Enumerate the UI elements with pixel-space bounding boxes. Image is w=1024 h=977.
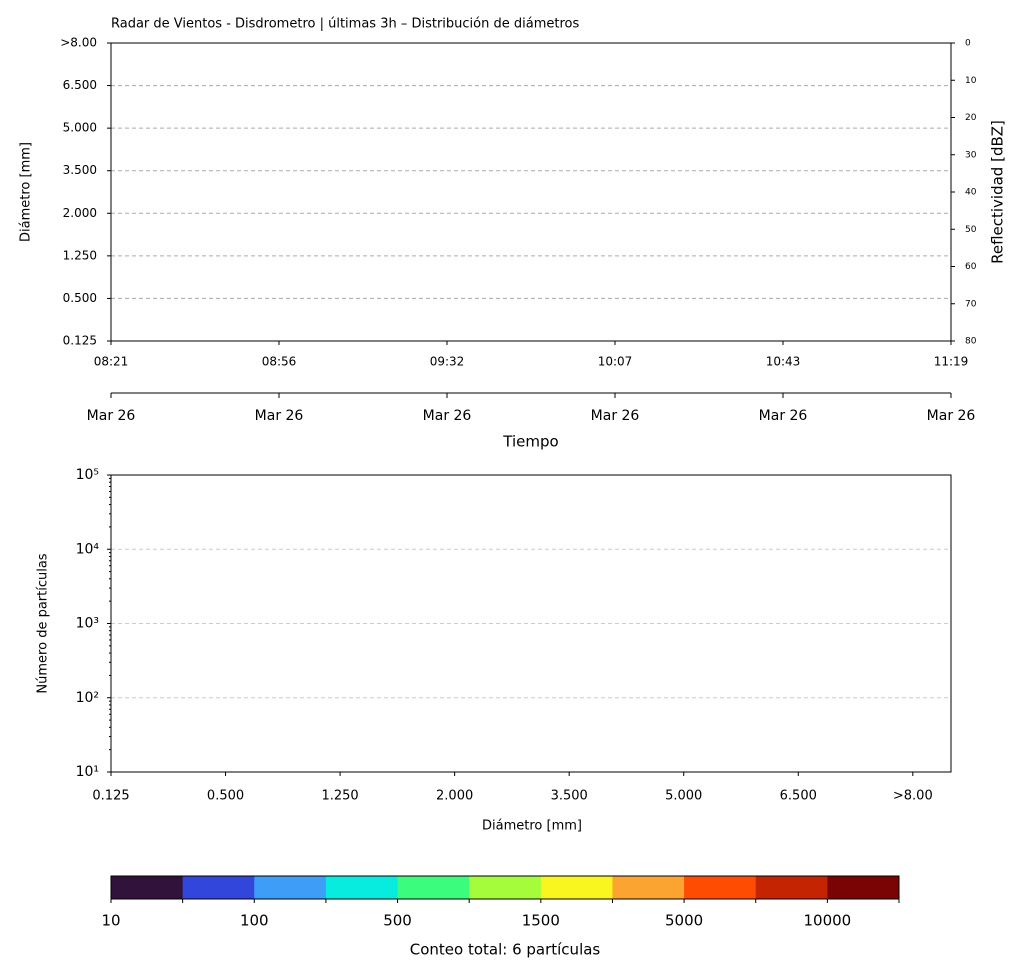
y-tick-label: 1.250: [63, 248, 97, 262]
x-tick-label: 11:19: [934, 355, 969, 369]
color-cell: [469, 876, 542, 899]
date-label: Mar 26: [927, 408, 976, 424]
color-cell: [325, 876, 399, 899]
x-tick-label: 08:56: [262, 355, 297, 369]
color-cell: [254, 876, 327, 899]
x-axis-label: Diámetro [mm]: [482, 819, 582, 834]
x-tick-label: 5.000: [665, 789, 702, 804]
colorbar-tick-label: 500: [383, 912, 412, 930]
y-tick-label: 3.500: [63, 163, 97, 177]
colorbar-frame: [110, 875, 900, 900]
y-tick-label: 10⁴: [76, 541, 100, 557]
color-cell: [684, 876, 757, 899]
x-tick-label: 10:07: [598, 355, 633, 369]
colorbar-label: Conteo total: 6 partículas: [410, 941, 601, 959]
y-tick-label: 0.125: [63, 334, 97, 348]
y2-tick-label: 30: [965, 150, 977, 160]
date-label: Mar 26: [759, 408, 808, 424]
x-tick-label: >8.00: [893, 789, 933, 804]
y-tick-label: >8.00: [60, 36, 97, 50]
chart-title: Radar de Vientos - Disdrometro | últimas…: [111, 17, 579, 32]
y2-tick-label: 70: [965, 299, 977, 309]
x-tick-label: 2.000: [436, 789, 473, 804]
y-tick-label: 2.000: [63, 206, 97, 220]
x-tick-label: 10:43: [766, 355, 801, 369]
date-label: Mar 26: [255, 408, 304, 424]
y2-tick-label: 40: [965, 188, 977, 198]
y2-tick-label: 10: [965, 76, 977, 86]
y-tick-label: 10³: [76, 616, 99, 632]
y-tick-label: 6.500: [63, 78, 97, 92]
x-tick-label: 08:21: [94, 355, 129, 369]
y2-tick-label: 0: [965, 39, 971, 49]
plot-frame: [110, 474, 952, 773]
y2-axis-label: Reflectividad [dBZ]: [989, 120, 1007, 264]
x-tick-label: 6.500: [780, 789, 817, 804]
x-tick-label: 1.250: [321, 789, 358, 804]
colorbar-tick-label: 1500: [522, 912, 560, 930]
y-axis-label: Diámetro [mm]: [19, 142, 34, 242]
x-tick-label: 09:32: [430, 355, 465, 369]
color-cell: [827, 876, 900, 899]
colorbar-tick-label: 10000: [804, 912, 852, 930]
y-tick-label: 10²: [76, 690, 99, 706]
y-tick-label: 10⁵: [76, 467, 99, 483]
x-tick-label: 0.125: [92, 789, 129, 804]
date-label: Mar 26: [591, 408, 640, 424]
y-tick-label: 10¹: [76, 764, 99, 780]
date-label: Mar 26: [423, 408, 472, 424]
colorbar-tick-label: 100: [240, 912, 269, 930]
date-label: Mar 26: [87, 408, 136, 424]
y2-tick-label: 60: [965, 262, 977, 272]
color-cell: [182, 876, 255, 899]
y-tick-label: 0.500: [63, 291, 97, 305]
x-axis-label: Tiempo: [502, 433, 558, 451]
color-cell: [397, 876, 470, 899]
y2-tick-label: 50: [965, 225, 977, 235]
y-axis-label: Número de partículas: [36, 553, 51, 693]
color-cell: [612, 876, 685, 899]
color-cell: [111, 876, 184, 899]
x-tick-label: 3.500: [551, 789, 588, 804]
color-cell: [540, 876, 613, 899]
plot-frame: [110, 42, 952, 342]
colorbar-tick-label: 5000: [665, 912, 703, 930]
y2-tick-label: 80: [965, 337, 977, 347]
y2-tick-label: 20: [965, 113, 977, 123]
y-tick-label: 5.000: [63, 121, 97, 135]
colorbar-tick-label: 10: [101, 912, 120, 930]
x-tick-label: 0.500: [207, 789, 244, 804]
color-cell: [755, 876, 828, 899]
